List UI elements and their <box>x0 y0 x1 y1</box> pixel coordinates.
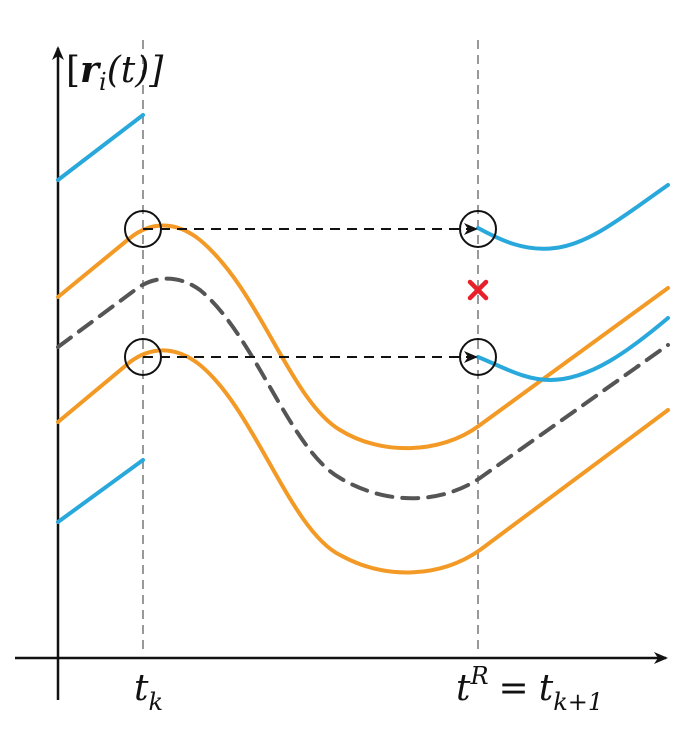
label-part: t <box>456 668 471 709</box>
y-axis-label: [ri(t)] <box>66 49 164 96</box>
markers <box>124 210 497 376</box>
x-label-tr: tR = tk+1 <box>456 662 603 716</box>
label-part: t <box>539 668 554 709</box>
nominal-curve <box>56 276 670 501</box>
red-cross <box>467 279 489 301</box>
circle <box>459 338 497 376</box>
label-part: = <box>499 668 529 709</box>
blue-segment <box>56 113 145 182</box>
label-part: k <box>148 688 163 716</box>
label-part: r <box>80 49 102 91</box>
label-part: R <box>469 662 488 690</box>
label-part: k+1 <box>553 688 603 716</box>
blue-curve <box>476 316 670 383</box>
blue-curve <box>476 183 670 251</box>
label-part: (t)] <box>107 50 165 91</box>
x-label-tk: tk <box>134 668 163 716</box>
lower-bound-curve <box>56 348 670 575</box>
time-guides <box>142 40 479 655</box>
blue-segment <box>56 458 145 524</box>
label-part: [ <box>66 50 80 91</box>
curves <box>56 113 670 575</box>
label-part: i <box>99 68 107 96</box>
label-part: t <box>134 668 149 709</box>
upper-bound-curve <box>56 223 670 451</box>
axes <box>15 46 668 700</box>
circle <box>459 210 497 248</box>
